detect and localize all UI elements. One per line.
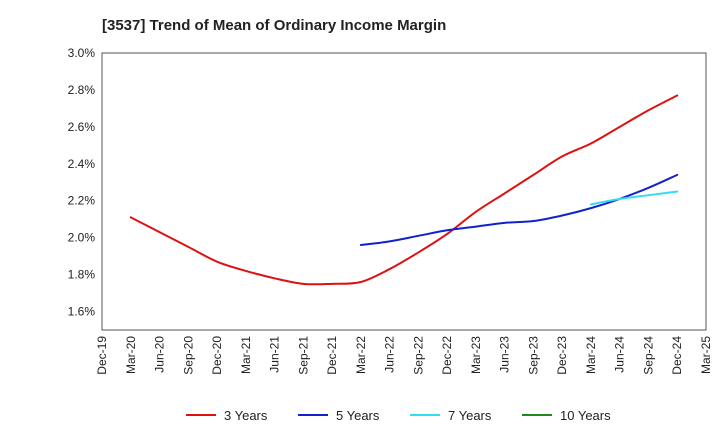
x-tick-label: Sep-22 — [411, 336, 425, 375]
x-tick-label: Dec-20 — [210, 336, 224, 375]
chart-title: [3537] Trend of Mean of Ordinary Income … — [102, 17, 446, 34]
y-tick-label: 2.8% — [68, 83, 96, 97]
y-tick-label: 3.0% — [68, 46, 96, 60]
x-tick-label: Mar-25 — [699, 336, 713, 374]
x-tick-label: Jun-20 — [153, 336, 167, 373]
x-tick-label: Jun-24 — [613, 336, 627, 373]
x-tick-label: Jun-22 — [383, 336, 397, 373]
x-tick-label: Mar-24 — [584, 336, 598, 374]
legend-label-7-years: 7 Years — [448, 408, 492, 423]
x-tick-label: Dec-21 — [325, 336, 339, 375]
x-tick-label: Dec-19 — [95, 336, 109, 375]
legend-label-10-years: 10 Years — [560, 408, 611, 423]
x-tick-label: Dec-22 — [440, 336, 454, 375]
legend-label-5-years: 5 Years — [336, 408, 380, 423]
x-tick-label: Mar-22 — [354, 336, 368, 374]
x-tick-label: Jun-21 — [268, 336, 282, 373]
x-tick-label: Mar-21 — [239, 336, 253, 374]
y-tick-label: 1.8% — [68, 268, 96, 282]
y-tick-label: 2.2% — [68, 194, 96, 208]
y-tick-label: 1.6% — [68, 305, 96, 319]
y-tick-label: 2.4% — [68, 157, 96, 171]
x-tick-label: Sep-21 — [296, 336, 310, 375]
plot-frame — [101, 52, 707, 331]
x-tick-label: Sep-24 — [641, 336, 655, 375]
legend-label-3-years: 3 Years — [224, 408, 268, 423]
x-tick-label: Sep-20 — [181, 336, 195, 375]
y-tick-label: 2.0% — [68, 231, 96, 245]
plot-area: 1.6% 1.8% 2.0% 2.2% 2.4% 2.6% 2.8% 3.0% Dec-19 Ma… — [68, 46, 713, 375]
x-tick-label: Dec-23 — [555, 336, 569, 375]
x-tick-label: Dec-24 — [670, 336, 684, 375]
x-tick-label: Sep-23 — [526, 336, 540, 375]
y-tick-label: 2.6% — [68, 120, 96, 134]
x-tick-label: Mar-20 — [124, 336, 138, 374]
series-line-3-years — [129, 94, 679, 286]
legend: 3 Years 5 Years 7 Years 10 Years — [186, 408, 611, 423]
x-tick-label: Mar-23 — [469, 336, 483, 374]
series-line-7-years — [589, 190, 679, 206]
x-tick-label: Jun-23 — [498, 336, 512, 373]
